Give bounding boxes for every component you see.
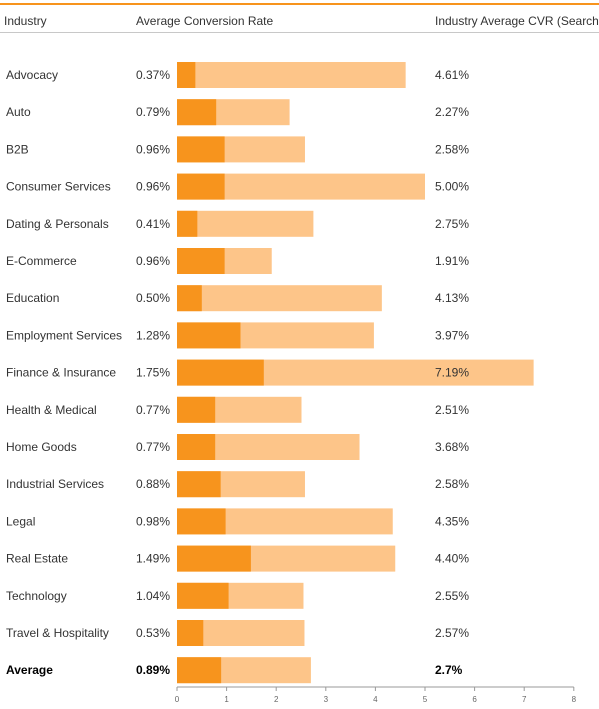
avg-rate-bar-home-goods xyxy=(177,434,216,460)
industry-avg-label-b2b: 2.58% xyxy=(435,142,469,156)
industry-avg-bar-dating-and-personals xyxy=(177,210,314,237)
category-label-real-estate: Real Estate xyxy=(6,552,68,566)
avg-rate-label-auto: 0.79% xyxy=(136,105,170,119)
avg-rate-label-legal: 0.98% xyxy=(136,514,170,528)
top-rule xyxy=(0,3,599,5)
avg-rate-label-consumer-services: 0.96% xyxy=(136,180,170,194)
avg-rate-label-education: 0.50% xyxy=(136,291,170,305)
category-label-finance-and-insurance: Finance & Insurance xyxy=(6,366,116,380)
x-tick-label-1: 1 xyxy=(224,695,229,704)
avg-rate-bar-advocacy xyxy=(177,62,196,88)
industry-avg-label-education: 4.13% xyxy=(435,291,469,305)
category-label-e-commerce: E-Commerce xyxy=(6,254,77,268)
avg-rate-bar-health-and-medical xyxy=(177,396,216,423)
industry-avg-label-legal: 4.35% xyxy=(435,514,469,528)
avg-rate-bar-finance-and-insurance xyxy=(177,359,264,386)
x-tick-label-0: 0 xyxy=(175,695,180,704)
category-label-education: Education xyxy=(6,291,59,305)
x-tick-label-4: 4 xyxy=(373,695,378,704)
avg-rate-bar-e-commerce xyxy=(177,248,225,274)
avg-rate-bar-real-estate xyxy=(177,545,251,572)
category-label-auto: Auto xyxy=(6,105,31,119)
x-tick-label-7: 7 xyxy=(522,695,527,704)
header-industry: Industry xyxy=(4,14,47,28)
industry-avg-label-home-goods: 3.68% xyxy=(435,440,469,454)
avg-rate-bar-dating-and-personals xyxy=(177,210,198,237)
industry-avg-label-dating-and-personals: 2.75% xyxy=(435,217,469,231)
header-average-conversion-rate: Average Conversion Rate xyxy=(136,14,274,28)
industry-avg-label-industrial-services: 2.58% xyxy=(435,477,469,491)
avg-rate-label-dating-and-personals: 0.41% xyxy=(136,217,170,231)
industry-avg-bar-advocacy xyxy=(177,62,406,88)
avg-rate-bar-average xyxy=(177,657,222,684)
avg-rate-label-real-estate: 1.49% xyxy=(136,552,170,566)
industry-avg-label-advocacy: 4.61% xyxy=(435,68,469,82)
industry-avg-label-auto: 2.27% xyxy=(435,105,469,119)
industry-avg-label-employment-services: 3.97% xyxy=(435,328,469,342)
category-label-average: Average xyxy=(6,663,53,677)
header-industry-average-cvr: Industry Average CVR (Search) xyxy=(435,14,599,28)
avg-rate-label-employment-services: 1.28% xyxy=(136,328,170,342)
avg-rate-label-home-goods: 0.77% xyxy=(136,440,170,454)
category-label-consumer-services: Consumer Services xyxy=(6,180,111,194)
header-divider xyxy=(0,32,599,33)
industry-avg-label-finance-and-insurance: 7.19% xyxy=(435,366,469,380)
category-label-b2b: B2B xyxy=(6,142,29,156)
avg-rate-label-average: 0.89% xyxy=(136,663,170,677)
industry-avg-label-travel-and-hospitality: 2.57% xyxy=(435,626,469,640)
industry-avg-label-e-commerce: 1.91% xyxy=(435,254,469,268)
industry-avg-bar-education xyxy=(177,285,382,312)
industry-avg-label-average: 2.7% xyxy=(435,663,463,677)
category-label-travel-and-hospitality: Travel & Hospitality xyxy=(6,626,109,640)
category-label-industrial-services: Industrial Services xyxy=(6,477,104,491)
avg-rate-bar-travel-and-hospitality xyxy=(177,620,204,646)
x-tick-label-2: 2 xyxy=(274,695,279,704)
x-tick-label-5: 5 xyxy=(423,695,428,704)
industry-avg-label-technology: 2.55% xyxy=(435,589,469,603)
x-tick-label-3: 3 xyxy=(324,695,329,704)
avg-rate-bar-auto xyxy=(177,99,217,126)
industry-avg-label-real-estate: 4.40% xyxy=(435,552,469,566)
avg-rate-bar-education xyxy=(177,285,202,312)
category-label-dating-and-personals: Dating & Personals xyxy=(6,217,109,231)
avg-rate-bar-consumer-services xyxy=(177,173,225,200)
avg-rate-label-b2b: 0.96% xyxy=(136,142,170,156)
avg-rate-label-finance-and-insurance: 1.75% xyxy=(136,366,170,380)
category-label-health-and-medical: Health & Medical xyxy=(6,403,97,417)
avg-rate-bar-industrial-services xyxy=(177,471,221,498)
avg-rate-bar-b2b xyxy=(177,136,225,163)
avg-rate-bar-legal xyxy=(177,508,226,535)
avg-rate-label-technology: 1.04% xyxy=(136,589,170,603)
avg-rate-label-health-and-medical: 0.77% xyxy=(136,403,170,417)
category-label-technology: Technology xyxy=(6,589,67,603)
category-label-employment-services: Employment Services xyxy=(6,328,122,342)
avg-rate-label-travel-and-hospitality: 0.53% xyxy=(136,626,170,640)
industry-avg-label-consumer-services: 5.00% xyxy=(435,180,469,194)
avg-rate-label-industrial-services: 0.88% xyxy=(136,477,170,491)
category-label-advocacy: Advocacy xyxy=(6,68,58,82)
avg-rate-label-e-commerce: 0.96% xyxy=(136,254,170,268)
industry-avg-label-health-and-medical: 2.51% xyxy=(435,403,469,417)
avg-rate-bar-employment-services xyxy=(177,322,241,349)
avg-rate-bar-technology xyxy=(177,582,229,609)
category-label-home-goods: Home Goods xyxy=(6,440,77,454)
avg-rate-label-advocacy: 0.37% xyxy=(136,68,170,82)
category-label-legal: Legal xyxy=(6,514,35,528)
x-tick-label-8: 8 xyxy=(572,695,577,704)
x-tick-label-6: 6 xyxy=(472,695,477,704)
